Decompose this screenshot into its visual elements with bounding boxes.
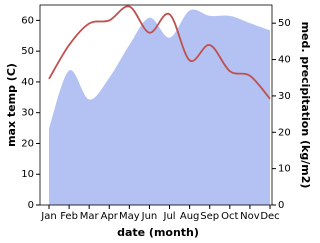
x-tick-label: Oct	[221, 211, 238, 222]
x-tick-label: Mar	[80, 211, 100, 222]
y-tick-label: 10	[21, 169, 34, 180]
y-tick-label: 50	[21, 46, 34, 57]
x-axis-label: date (month)	[117, 226, 199, 239]
y2-tick-label: 0	[278, 200, 284, 211]
y2-tick-label: 20	[278, 127, 291, 138]
x-tick-label: Sep	[200, 211, 219, 222]
y2-tick-label: 10	[278, 164, 291, 175]
temp-line	[48, 5, 271, 100]
x-tick-label: Nov	[240, 211, 260, 222]
y-tick-label: 40	[21, 77, 34, 88]
y2-axis-label: med. precipitation (kg/m2)	[299, 22, 312, 189]
x-tick-label: Jul	[163, 211, 176, 222]
y2-tick-label: 40	[278, 55, 291, 66]
y-tick-label: 30	[21, 108, 34, 119]
y-tick-label: 0	[28, 200, 34, 211]
x-tick-label: May	[119, 211, 140, 222]
x-tick-label: Jun	[141, 211, 158, 222]
y2-tick-label: 50	[278, 18, 291, 29]
plot-frame	[39, 4, 273, 206]
x-tick-label: Aug	[180, 211, 200, 222]
y-axis-label: max temp (C)	[5, 63, 18, 147]
x-tick-label: Feb	[60, 211, 78, 222]
x-tick-label: Apr	[101, 211, 119, 222]
precipitation-area	[49, 9, 270, 205]
y2-tick-label: 30	[278, 91, 291, 102]
y-tick-label: 60	[21, 15, 34, 26]
x-tick-label: Jan	[40, 211, 56, 222]
y-tick-label: 20	[21, 138, 34, 149]
x-tick-label: Dec	[260, 211, 279, 222]
